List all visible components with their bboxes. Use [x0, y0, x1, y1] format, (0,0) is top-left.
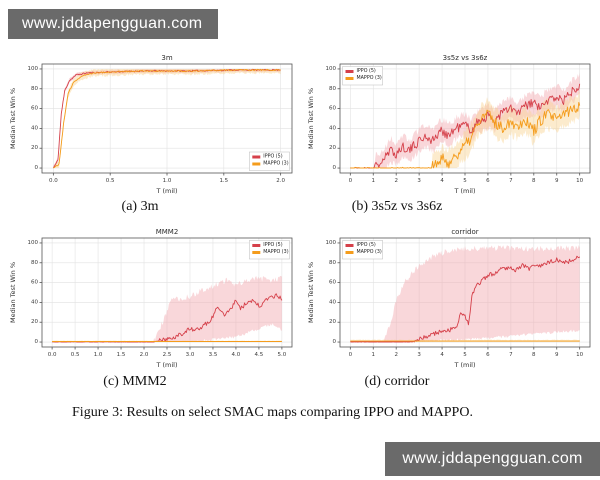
svg-text:10: 10 [576, 178, 583, 184]
svg-text:T (mil): T (mil) [155, 361, 177, 369]
svg-text:3.0: 3.0 [186, 352, 195, 358]
svg-text:MAPPO (3): MAPPO (3) [357, 249, 382, 255]
svg-text:3m: 3m [161, 54, 172, 62]
svg-text:1.0: 1.0 [163, 178, 172, 184]
svg-text:7: 7 [509, 178, 513, 184]
svg-text:10: 10 [576, 352, 583, 358]
svg-text:5: 5 [463, 178, 467, 184]
svg-text:8: 8 [532, 178, 536, 184]
subcaption-c: (c) MMM2 [103, 374, 167, 389]
svg-text:Median Test Win %: Median Test Win % [9, 88, 17, 149]
svg-text:0: 0 [333, 339, 337, 345]
svg-text:MAPPO (3): MAPPO (3) [263, 249, 288, 255]
svg-text:20: 20 [329, 319, 336, 325]
svg-text:T (mil): T (mil) [453, 361, 475, 369]
svg-text:1.0: 1.0 [94, 352, 103, 358]
chart-3m: 0.0 0.5 1.0 1.5 2.0 0 20 40 60 80 100 3m T (mil) Medi… [9, 54, 293, 195]
svg-text:Median Test Win %: Median Test Win % [307, 262, 315, 323]
watermark-bottom: www.jddapengguan.com [385, 442, 600, 476]
svg-text:3: 3 [417, 178, 421, 184]
chart-mmm2: 0.0 0.5 1.0 1.5 2.0 2.5 3.0 3.5 4.0 4.5 5.0 0 20 40 60… [9, 228, 293, 369]
svg-text:4: 4 [440, 178, 444, 184]
svg-text:1.5: 1.5 [117, 352, 126, 358]
svg-text:2.0: 2.0 [276, 178, 285, 184]
svg-text:IPPO (5): IPPO (5) [357, 242, 376, 248]
svg-text:100: 100 [28, 240, 39, 246]
svg-text:0: 0 [35, 339, 39, 345]
svg-text:1.5: 1.5 [219, 178, 228, 184]
subcaption-d: (d) corridor [364, 374, 430, 389]
svg-text:MAPPO (3): MAPPO (3) [263, 161, 288, 167]
svg-text:100: 100 [326, 66, 337, 72]
svg-text:100: 100 [326, 240, 337, 246]
svg-text:4: 4 [440, 352, 444, 358]
svg-text:7: 7 [509, 352, 513, 358]
svg-text:2: 2 [394, 178, 398, 184]
svg-text:20: 20 [31, 319, 38, 325]
svg-text:80: 80 [329, 86, 336, 92]
svg-text:IPPO (5): IPPO (5) [263, 154, 282, 160]
svg-text:2.5: 2.5 [163, 352, 172, 358]
svg-text:IPPO (5): IPPO (5) [357, 68, 376, 74]
svg-text:9: 9 [555, 352, 559, 358]
svg-text:IPPO (5): IPPO (5) [263, 242, 282, 248]
watermark-top-text: www.jddapengguan.com [22, 15, 203, 32]
svg-text:0: 0 [333, 165, 337, 171]
svg-text:80: 80 [329, 260, 336, 266]
svg-text:40: 40 [31, 125, 38, 131]
svg-text:40: 40 [329, 299, 336, 305]
svg-text:2: 2 [394, 352, 398, 358]
svg-text:80: 80 [31, 86, 38, 92]
svg-text:0: 0 [349, 178, 353, 184]
svg-text:Median Test Win %: Median Test Win % [9, 262, 17, 323]
svg-text:20: 20 [329, 145, 336, 151]
svg-text:20: 20 [31, 145, 38, 151]
svg-text:4.5: 4.5 [255, 352, 264, 358]
svg-text:MAPPO (3): MAPPO (3) [357, 75, 382, 81]
svg-text:0: 0 [35, 165, 39, 171]
svg-text:0.0: 0.0 [49, 178, 58, 184]
svg-text:0.5: 0.5 [71, 352, 80, 358]
svg-text:100: 100 [28, 66, 39, 72]
svg-text:0.0: 0.0 [48, 352, 57, 358]
svg-text:5: 5 [463, 352, 467, 358]
subcaption-b: (b) 3s5z vs 3s6z [351, 199, 443, 214]
svg-text:3: 3 [417, 352, 421, 358]
svg-text:80: 80 [31, 260, 38, 266]
svg-text:6: 6 [486, 352, 490, 358]
watermark-top: www.jddapengguan.com [8, 9, 218, 39]
svg-text:3.5: 3.5 [209, 352, 218, 358]
svg-text:2.0: 2.0 [140, 352, 149, 358]
svg-text:9: 9 [555, 178, 559, 184]
svg-text:6: 6 [486, 178, 490, 184]
svg-text:MMM2: MMM2 [156, 228, 179, 236]
svg-text:0.5: 0.5 [106, 178, 115, 184]
svg-text:T (mil): T (mil) [453, 187, 475, 195]
svg-text:60: 60 [31, 280, 38, 286]
svg-text:60: 60 [329, 106, 336, 112]
svg-text:60: 60 [329, 280, 336, 286]
svg-text:5.0: 5.0 [278, 352, 287, 358]
svg-text:Median Test Win %: Median Test Win % [307, 88, 315, 149]
svg-text:1: 1 [372, 178, 376, 184]
svg-text:8: 8 [532, 352, 536, 358]
watermark-bottom-text: www.jddapengguan.com [402, 450, 583, 467]
svg-text:corridor: corridor [451, 228, 478, 236]
svg-text:4.0: 4.0 [232, 352, 241, 358]
figure-caption: Figure 3: Results on select SMAC maps co… [72, 405, 473, 420]
svg-text:40: 40 [329, 125, 336, 131]
subcaption-a: (a) 3m [121, 199, 159, 214]
svg-text:T (mil): T (mil) [155, 187, 177, 195]
svg-text:40: 40 [31, 299, 38, 305]
svg-text:60: 60 [31, 106, 38, 112]
svg-text:1: 1 [372, 352, 376, 358]
svg-text:0: 0 [349, 352, 353, 358]
svg-text:3s5z vs 3s6z: 3s5z vs 3s6z [443, 54, 488, 62]
